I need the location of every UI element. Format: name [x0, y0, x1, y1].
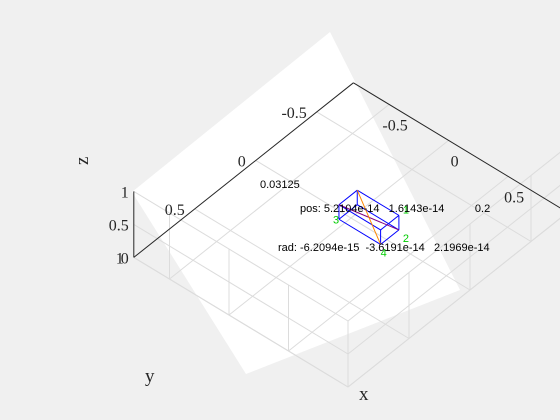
y-tick-label: 0 [238, 153, 246, 170]
position-annotation: pos: 5.2104e-14 1.6143e-14 0.2 [300, 203, 490, 215]
x-tick-label: 0 [451, 153, 459, 170]
z-tick-label: 0 [121, 250, 129, 267]
wall-gridline-horizontal [133, 256, 349, 388]
corner-label: 1 [403, 204, 409, 216]
rotation-annotation: rad: -6.2094e-15 -3.6191e-14 2.1969e-14 [278, 242, 490, 254]
x-axis-label: x [359, 384, 369, 405]
z-tick-label: 1 [121, 184, 129, 201]
y-tick-label: 1 [116, 250, 124, 267]
box-edge [380, 229, 400, 245]
x-axis-line [353, 82, 560, 209]
y-tick-label: -0.5 [281, 105, 306, 122]
corner-label: 3 [333, 214, 339, 226]
floor-gridline-y [194, 208, 410, 339]
box-edge [380, 214, 400, 231]
corner-label: 2 [403, 233, 409, 245]
corner-label: 4 [381, 247, 387, 259]
plot-area [132, 32, 460, 374]
wall-gridline-horizontal [133, 190, 349, 322]
y-tick-label: 0.5 [165, 202, 185, 219]
box-edge [338, 218, 381, 245]
wall-gridline-horizontal [347, 217, 560, 388]
time-annotation: 0.03125 [260, 179, 300, 191]
box-edge [356, 189, 400, 216]
wall-gridline-horizontal [347, 184, 560, 355]
z-axis-label: z [72, 157, 93, 165]
x-tick-label: -0.5 [382, 117, 407, 134]
box-edge [338, 204, 381, 231]
z-tick-label: 0.5 [109, 217, 129, 234]
y-axis-label: y [145, 366, 155, 387]
wall-gridline-horizontal [133, 223, 349, 355]
box-edge [356, 204, 400, 231]
floor-gridline-y [255, 159, 471, 291]
box-edge [338, 189, 358, 206]
box-edge [338, 204, 358, 220]
rigid-body-box: 1 2 3 4 [333, 189, 409, 259]
x-tick-label: 0.5 [504, 189, 524, 206]
floor-gridline-y [316, 111, 532, 242]
gridlines [133, 104, 560, 388]
axis-lines [133, 82, 560, 258]
box-diagonal [356, 189, 382, 245]
y-axis-line [133, 82, 354, 258]
wall-gridline-horizontal [347, 151, 560, 322]
